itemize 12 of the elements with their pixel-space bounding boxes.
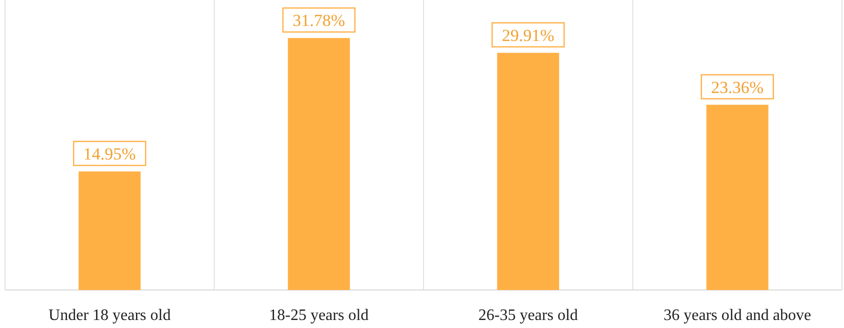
x-tick-label: 26-35 years old (478, 307, 578, 324)
data-label: 31.78% (292, 11, 346, 30)
bar (288, 38, 350, 290)
x-tick-label: 36 years old and above (664, 307, 812, 324)
data-label: 29.91% (502, 26, 554, 45)
data-label: 14.95% (83, 144, 136, 164)
x-tick-label: Under 18 years old (48, 307, 171, 324)
bar (78, 171, 141, 290)
data-label: 23.36% (711, 78, 764, 97)
bar (497, 52, 560, 290)
x-tick-label: 18-25 years old (269, 307, 369, 324)
bar (706, 104, 768, 290)
